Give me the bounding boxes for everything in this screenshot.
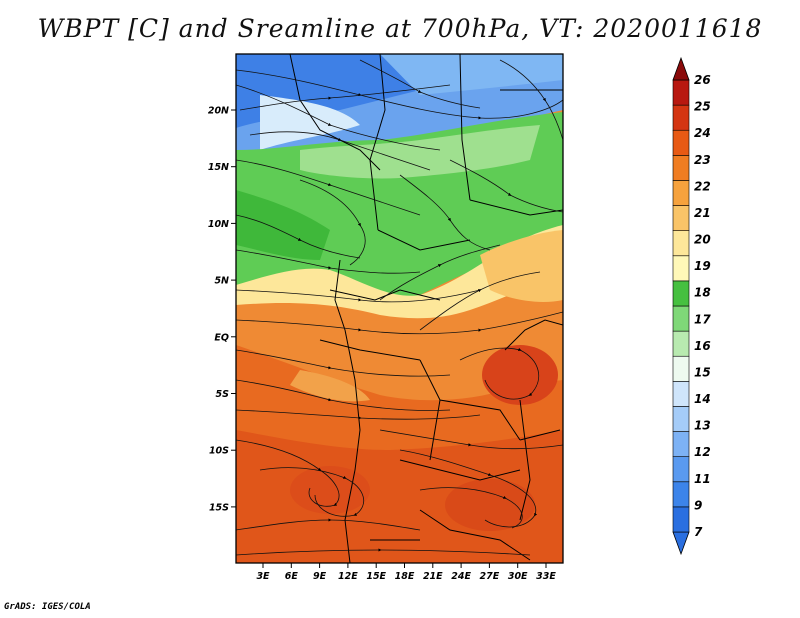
colorbar-label: 11	[694, 472, 711, 486]
y-tick-label: 10N	[208, 219, 229, 230]
colorbar-swatch	[672, 155, 690, 181]
colorbar-swatch	[672, 129, 690, 156]
colorbar-swatch	[672, 481, 690, 508]
y-tick-label: 20N	[208, 106, 229, 117]
colorbar-label: 12	[694, 445, 711, 459]
colorbar-swatch	[672, 406, 690, 432]
x-tick-label: 9E	[313, 571, 327, 582]
colorbar-over-triangle	[672, 56, 690, 81]
colorbar-label: 7	[694, 525, 703, 539]
colorbar-swatch	[672, 180, 690, 206]
map-title: WBPT [C] and Sreamline at 700hPa, VT: 20…	[37, 14, 763, 43]
x-axis: 3E 6E 9E 12E 15E 18E 21E 24E 27E 30E 33E	[256, 563, 556, 582]
x-tick-label: 24E	[451, 571, 471, 582]
colorbar-swatch	[672, 280, 690, 307]
x-tick-label: 33E	[536, 571, 556, 582]
colorbar-label: 26	[694, 73, 711, 87]
y-tick-label: 5S	[216, 389, 230, 400]
colorbar-swatch	[672, 506, 690, 533]
colorbar-label: 22	[694, 179, 711, 193]
x-tick-label: 6E	[285, 571, 299, 582]
colorbar-label: 14	[694, 392, 711, 406]
colorbar-swatch	[672, 104, 690, 131]
y-axis: 20N 15N 10N 5N EQ 5S 10S 15S	[208, 106, 236, 513]
colorbar-swatch	[672, 255, 690, 282]
y-tick-label: 10S	[209, 446, 229, 457]
x-tick-label: 21E	[423, 571, 443, 582]
colorbar-swatch	[672, 456, 690, 483]
colorbar-swatch	[672, 230, 690, 257]
x-tick-label: 30E	[508, 571, 528, 582]
map-frame	[235, 53, 564, 564]
colorbar-label: 25	[694, 100, 711, 114]
x-tick-label: 3E	[256, 571, 270, 582]
colorbar-swatch	[672, 431, 690, 457]
colorbar-label: 21	[694, 206, 711, 220]
x-tick-label: 27E	[480, 571, 500, 582]
colorbar-swatch	[672, 205, 690, 231]
colorbar-label: 20	[694, 233, 711, 247]
y-tick-label: 15S	[209, 502, 229, 513]
streamlines	[236, 59, 563, 556]
colorbar-swatch	[672, 79, 690, 106]
colorbar-label: 16	[694, 339, 711, 353]
colorbar-swatch	[672, 355, 690, 382]
colorbar-label: 19	[694, 259, 711, 273]
y-tick-label: 5N	[214, 276, 229, 287]
colorbar-label: 9	[694, 498, 702, 512]
colorbar-swatch	[672, 330, 690, 357]
colorbar-label: 13	[694, 419, 711, 433]
colorbar-label: 17	[694, 312, 711, 326]
colorbar-under-triangle	[672, 531, 690, 556]
x-tick-label: 12E	[338, 571, 358, 582]
colorbar-label: 15	[694, 365, 711, 379]
y-tick-label: EQ	[214, 332, 229, 343]
colorbar-label: 24	[694, 126, 711, 140]
colorbar-swatch	[672, 305, 690, 332]
colorbar-swatch	[672, 381, 690, 407]
colorbar-label: 23	[694, 153, 711, 167]
colorbar: 7 9 11 12 13 14 15 16 17 18 19 20 21 22 23 24 25 26	[672, 56, 711, 556]
x-tick-label: 18E	[395, 571, 415, 582]
colorbar-label: 18	[694, 286, 711, 300]
y-tick-label: 15N	[208, 162, 229, 173]
x-tick-label: 15E	[366, 571, 386, 582]
wbpt-shading	[236, 54, 563, 563]
grads-credit: GrADS: IGES/COLA	[4, 602, 91, 612]
